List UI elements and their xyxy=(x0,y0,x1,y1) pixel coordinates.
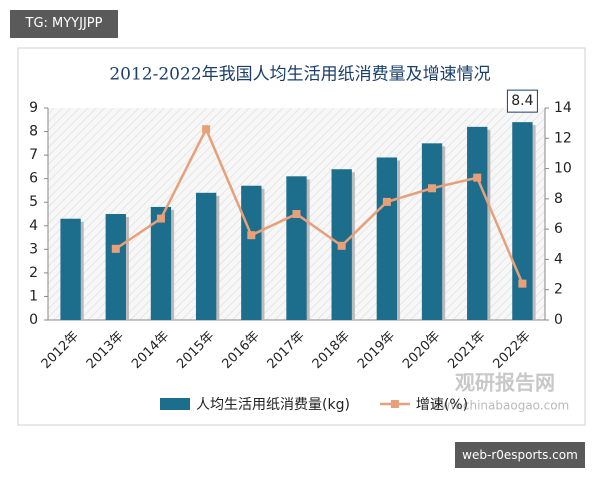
value-label: 8.4 xyxy=(511,93,533,109)
y-tick-label: 7 xyxy=(29,147,38,163)
y-tick-label: 4 xyxy=(29,218,38,234)
value-label-box xyxy=(506,89,538,113)
y2-tick-label: 4 xyxy=(554,251,563,267)
legend-swatch-marker xyxy=(390,400,399,408)
y2-tick-label: 0 xyxy=(554,312,563,328)
bar xyxy=(150,206,172,320)
bar xyxy=(195,192,217,320)
chart-title: 2012-2022年我国人均生活用纸消费量及增速情况 xyxy=(109,65,490,85)
line-marker xyxy=(202,125,211,134)
bar xyxy=(105,214,126,320)
y2-tick-label: 14 xyxy=(554,100,572,116)
y2-tick-label: 2 xyxy=(554,282,563,298)
line-marker xyxy=(473,173,482,182)
line-marker xyxy=(518,279,527,288)
y-tick-label: 6 xyxy=(29,171,38,187)
bar xyxy=(376,157,398,320)
site-label: web-r0esports.com xyxy=(455,442,585,468)
line-marker xyxy=(247,231,256,240)
line-marker xyxy=(382,197,391,206)
legend-label: 人均生活用纸消费量(kg) xyxy=(196,397,350,413)
y2-tick-label: 6 xyxy=(554,221,563,237)
line xyxy=(115,126,524,285)
watermark-brand: 观研报告网 xyxy=(455,371,555,395)
line-marker xyxy=(156,214,165,223)
line-marker xyxy=(111,244,120,253)
bar xyxy=(512,122,533,320)
bar xyxy=(421,143,443,320)
bar xyxy=(467,126,488,320)
y-tick-label: 8 xyxy=(29,124,38,140)
bar xyxy=(60,218,81,320)
line-marker xyxy=(292,210,301,218)
bar xyxy=(286,176,307,320)
line-marker xyxy=(428,184,437,193)
y-tick-label: 5 xyxy=(29,194,38,210)
y-tick-label: 3 xyxy=(29,241,38,257)
tag-label: TG: MYYJJPP xyxy=(10,10,118,38)
y-tick-label: 2 xyxy=(29,265,38,281)
y-tick-label: 9 xyxy=(29,100,38,116)
line-marker xyxy=(337,241,346,250)
bar xyxy=(241,185,262,320)
y-tick-label: 0 xyxy=(29,312,38,328)
y2-tick-label: 12 xyxy=(554,130,572,146)
legend-swatch xyxy=(160,398,190,410)
y-tick-label: 1 xyxy=(29,288,38,304)
legend-label: 增速(%) xyxy=(416,397,468,413)
watermark-url: www.chinabaogao.com xyxy=(431,399,570,413)
y2-tick-label: 8 xyxy=(554,191,563,207)
y2-tick-label: 10 xyxy=(554,161,572,177)
